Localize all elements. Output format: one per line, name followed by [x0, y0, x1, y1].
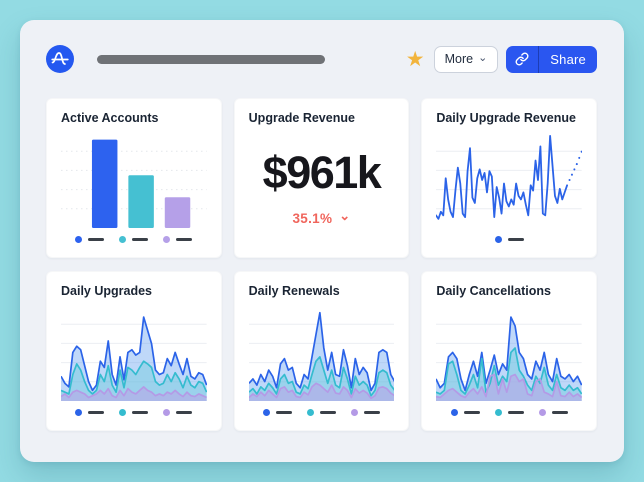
legend-item[interactable]	[119, 236, 149, 243]
legend-dot-icon	[494, 409, 502, 416]
legend-dot-icon	[163, 236, 171, 243]
legend-item[interactable]	[494, 409, 524, 416]
favorite-star-icon[interactable]: ★	[405, 47, 425, 71]
chevron-down-icon: ⌄	[478, 51, 488, 64]
area-chart[interactable]	[436, 305, 582, 401]
legend-dot-icon	[75, 409, 83, 416]
legend-label-placeholder	[88, 238, 105, 241]
legend-dot-icon	[350, 409, 358, 416]
legend-dot-icon	[306, 409, 314, 416]
chart-legend	[61, 404, 207, 421]
chart-legend	[61, 231, 207, 248]
share-button-label: Share	[550, 51, 586, 67]
legend-item[interactable]	[450, 409, 480, 416]
legend-item[interactable]	[119, 409, 149, 416]
legend-dot-icon	[75, 236, 83, 243]
legend-label-placeholder	[176, 238, 193, 241]
card-title: Daily Upgrade Revenue	[436, 111, 576, 125]
more-button-label: More	[444, 52, 474, 66]
legend-item[interactable]	[350, 409, 380, 416]
legend-item[interactable]	[262, 409, 292, 416]
legend-item[interactable]	[306, 409, 336, 416]
card-grid: Active Accounts Upgrade Revenue $961k 35…	[20, 98, 624, 431]
dashboard-header: ★ More ⌄ Share	[20, 20, 624, 98]
legend-item[interactable]	[163, 409, 193, 416]
dashboard-title-placeholder	[97, 54, 325, 64]
area-chart[interactable]	[61, 305, 207, 401]
link-icon	[515, 52, 529, 66]
card-daily-cancellations[interactable]: Daily Cancellations	[421, 271, 597, 431]
card-title: Daily Renewals	[248, 284, 340, 298]
legend-label-placeholder	[363, 411, 380, 414]
copy-link-segment[interactable]	[506, 45, 540, 73]
card-daily-renewals[interactable]: Daily Renewals	[233, 271, 410, 431]
legend-label-placeholder	[507, 238, 524, 241]
chart-legend	[436, 231, 582, 248]
share-button[interactable]: Share	[506, 45, 597, 73]
legend-item[interactable]	[75, 409, 105, 416]
legend-label-placeholder	[88, 411, 105, 414]
legend-dot-icon	[163, 409, 171, 416]
legend-dot-icon	[494, 236, 502, 243]
card-title: Daily Upgrades	[61, 284, 153, 298]
card-daily-upgrades[interactable]: Daily Upgrades	[46, 271, 222, 431]
card-title: Daily Cancellations	[436, 284, 551, 298]
card-upgrade-revenue[interactable]: Upgrade Revenue $961k 35.1% ⌄	[233, 98, 410, 258]
legend-item[interactable]	[494, 236, 524, 243]
metric-delta-value: 35.1%	[292, 210, 333, 226]
chart-legend	[436, 404, 582, 421]
card-daily-upgrade-revenue[interactable]: Daily Upgrade Revenue	[421, 98, 597, 258]
legend-item[interactable]	[163, 236, 193, 243]
legend-label-placeholder	[507, 411, 524, 414]
legend-label-placeholder	[132, 411, 149, 414]
chevron-down-icon: ⌄	[339, 208, 351, 223]
area-chart[interactable]	[248, 305, 395, 401]
chart-legend	[249, 404, 395, 421]
card-title: Active Accounts	[61, 111, 159, 125]
legend-dot-icon	[119, 409, 127, 416]
legend-label-placeholder	[275, 411, 292, 414]
legend-dot-icon	[450, 409, 458, 416]
legend-label-placeholder	[463, 411, 480, 414]
legend-dot-icon	[262, 409, 270, 416]
metric-value: $961k	[262, 147, 382, 198]
legend-label-placeholder	[176, 411, 193, 414]
dashboard-panel: ★ More ⌄ Share Active Accounts Upgrade R…	[20, 20, 624, 462]
amplitude-logo-icon	[46, 45, 74, 73]
legend-item[interactable]	[75, 236, 105, 243]
metric-delta[interactable]: 35.1% ⌄	[292, 208, 351, 226]
more-button[interactable]: More ⌄	[433, 45, 499, 73]
legend-label-placeholder	[132, 238, 149, 241]
metric-body: $961k 35.1% ⌄	[249, 125, 395, 248]
card-title: Upgrade Revenue	[248, 111, 355, 125]
legend-label-placeholder	[551, 411, 568, 414]
bar-chart[interactable]	[61, 132, 207, 228]
card-active-accounts[interactable]: Active Accounts	[46, 98, 222, 258]
legend-dot-icon	[119, 236, 127, 243]
legend-label-placeholder	[319, 411, 336, 414]
legend-dot-icon	[538, 409, 546, 416]
line-chart[interactable]	[436, 132, 582, 228]
legend-item[interactable]	[538, 409, 568, 416]
